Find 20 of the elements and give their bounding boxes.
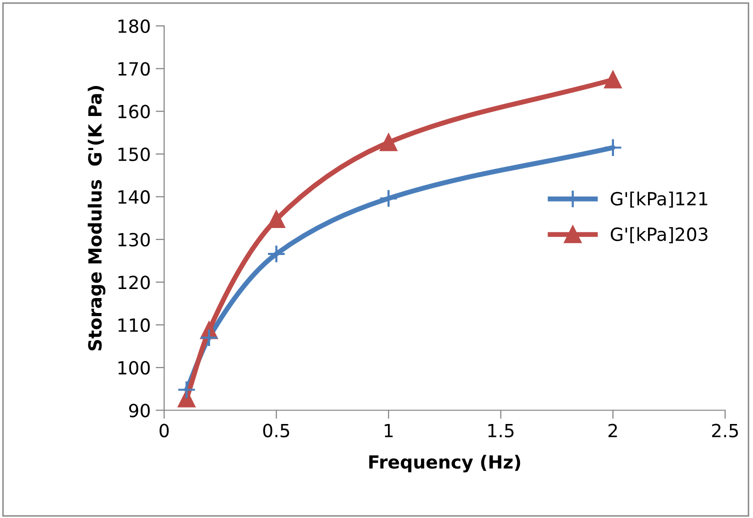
legend-label: G'[kPa]121 xyxy=(610,192,708,208)
x-tick-label: 1.5 xyxy=(488,424,514,438)
y-tick-label: 180 xyxy=(118,19,150,34)
y-tick-label: 90 xyxy=(129,404,150,418)
y-tick-label: 130 xyxy=(118,232,150,247)
x-tick-label: 1 xyxy=(384,424,393,438)
x-tick-label: 0.5 xyxy=(263,424,290,438)
y-tick-label: 140 xyxy=(118,190,150,204)
x-tick-label: 0 xyxy=(160,424,169,438)
y-axis-title: Storage Modulus G'(K Pa) xyxy=(88,86,106,350)
x-tick-label: 2.5 xyxy=(712,424,738,438)
y-tick-label: 120 xyxy=(118,276,150,290)
legend-label: G'[kPa]203 xyxy=(610,227,708,244)
y-tick-label: 150 xyxy=(118,147,150,162)
y-tick-label: 160 xyxy=(118,104,150,118)
y-tick-label: 100 xyxy=(118,361,150,375)
y-tick-label: 170 xyxy=(118,62,150,76)
y-tick-label: 110 xyxy=(118,318,150,332)
x-axis-title: Frequency (Hz) xyxy=(369,454,520,472)
x-tick-label: 2 xyxy=(608,424,617,438)
